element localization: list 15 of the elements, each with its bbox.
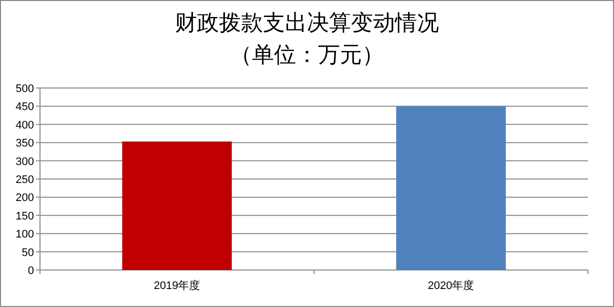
y-tick-label: 300 [16,156,34,168]
y-tick-label: 450 [16,101,34,114]
y-tick-label: 100 [16,228,34,241]
y-tick-label: 50 [22,246,34,259]
y-tick-label: 350 [16,138,34,150]
y-tick-label: 0 [28,265,34,277]
y-tick-label: 250 [16,174,34,186]
x-tick-label: 2019年度 [154,279,200,292]
y-tick-label: 200 [16,192,34,204]
y-tick-label: 150 [16,210,34,222]
chart-subtitle: （单位：万元） [230,42,384,67]
chart-title: 财政拨款支出决算变动情况 [175,10,439,35]
y-tick-label: 400 [16,119,34,132]
y-tick-label: 500 [16,83,34,95]
x-tick-label: 2020年度 [428,279,474,292]
